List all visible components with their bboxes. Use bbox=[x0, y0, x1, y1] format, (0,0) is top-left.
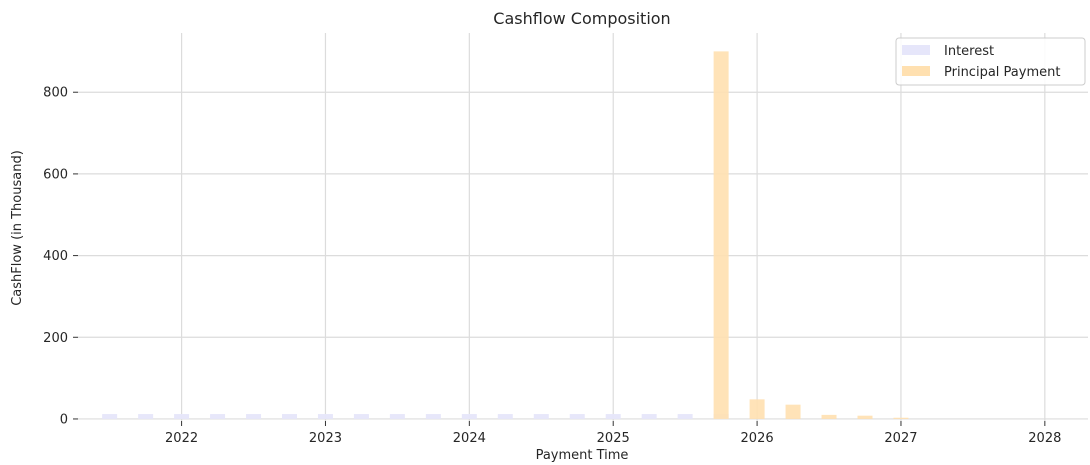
bar-interest-8 bbox=[389, 414, 405, 419]
y-tick-label-0: 0 bbox=[60, 412, 68, 427]
x-tick-label-2026: 2026 bbox=[741, 431, 774, 446]
legend-label-principal-payment: Principal Payment bbox=[944, 65, 1060, 80]
bar-interest-10 bbox=[461, 414, 477, 419]
bar-interest-5 bbox=[281, 414, 297, 419]
x-tick-label-2022: 2022 bbox=[165, 431, 198, 446]
bars-layer bbox=[102, 51, 909, 419]
bar-interest-7 bbox=[353, 414, 369, 419]
legend-swatch-principal-payment bbox=[902, 66, 930, 76]
y-tick-label-400: 400 bbox=[43, 249, 68, 264]
y-tick-label-800: 800 bbox=[43, 86, 68, 101]
bar-interest-16 bbox=[677, 414, 693, 419]
bar-interest-12 bbox=[533, 414, 549, 419]
bar-interest-1 bbox=[138, 414, 154, 419]
bar-principal-payment-4 bbox=[857, 415, 873, 419]
legend-label-interest: Interest bbox=[944, 44, 994, 59]
x-tick-label-2024: 2024 bbox=[453, 431, 486, 446]
bar-principal-payment-5 bbox=[893, 417, 909, 419]
bar-principal-payment-2 bbox=[785, 404, 801, 419]
y-tick-label-200: 200 bbox=[43, 331, 68, 346]
chart-title: Cashflow Composition bbox=[493, 9, 670, 28]
bar-interest-11 bbox=[497, 414, 513, 419]
x-tick-label-2027: 2027 bbox=[884, 431, 917, 446]
bar-interest-13 bbox=[569, 414, 585, 419]
legend: Interest Principal Payment bbox=[895, 37, 1086, 86]
bar-interest-3 bbox=[210, 414, 226, 419]
legend-frame bbox=[895, 37, 1086, 86]
y-tick-label-600: 600 bbox=[43, 167, 68, 182]
bar-principal-payment-0 bbox=[713, 51, 729, 419]
bar-interest-0 bbox=[102, 414, 118, 419]
x-axis-label: Payment Time bbox=[536, 448, 629, 463]
x-tick-label-2028: 2028 bbox=[1028, 431, 1061, 446]
ticks-layer: 2022 2023 2024 2025 2026 2027 2028 0 200 400 600 80… bbox=[43, 86, 1061, 446]
bar-interest-2 bbox=[174, 414, 190, 419]
bar-interest-6 bbox=[317, 414, 333, 419]
legend-swatch-interest bbox=[902, 45, 930, 55]
bar-interest-14 bbox=[605, 414, 621, 419]
grid-layer bbox=[78, 33, 1088, 421]
x-tick-label-2023: 2023 bbox=[309, 431, 342, 446]
x-tick-label-2025: 2025 bbox=[597, 431, 630, 446]
bar-interest-15 bbox=[641, 414, 657, 419]
bar-principal-payment-3 bbox=[821, 414, 837, 419]
bar-principal-payment-1 bbox=[749, 399, 765, 419]
bar-interest-9 bbox=[425, 414, 441, 419]
y-axis-label: CashFlow (in Thousand) bbox=[10, 150, 25, 306]
bar-interest-4 bbox=[246, 414, 262, 419]
